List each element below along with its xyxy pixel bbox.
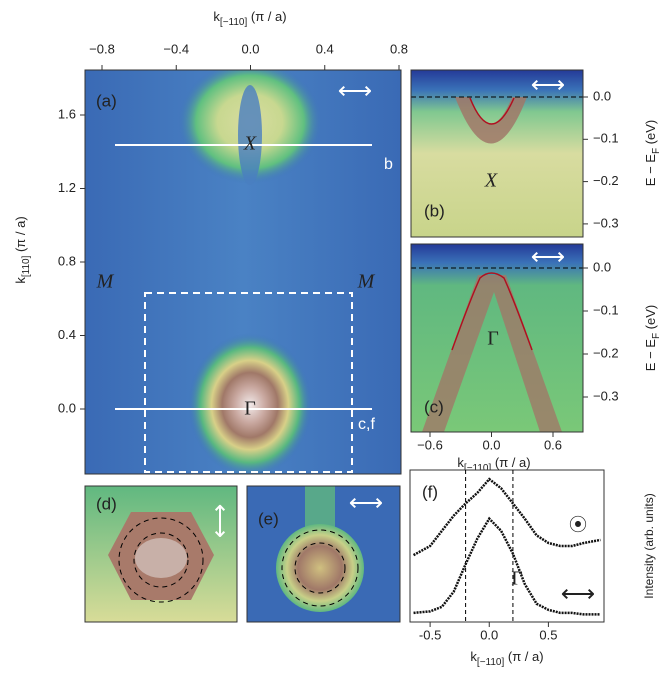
x-tick-label: 0.5 [539, 627, 557, 642]
dashed-circle [281, 529, 359, 607]
ring-feature [276, 524, 364, 612]
polarization-arrow: ⟷ [338, 77, 372, 104]
y-axis-label: Intensity (arb. units) [642, 493, 656, 598]
axis-label: k[−110] (π / a) [457, 455, 530, 473]
panel-tag: (c) [424, 397, 444, 416]
dashed-circle [294, 542, 346, 594]
x-tick-label: -0.5 [419, 627, 441, 642]
polarization-arrow: ⟷ [349, 489, 383, 516]
band-feature [422, 275, 562, 432]
polarization-arrow: ⟷ [531, 243, 565, 270]
series-line [412, 477, 601, 557]
polarization-arrow: ⟷ [561, 580, 595, 607]
panel-tag: (a) [96, 91, 117, 110]
tick-label: 0.0 [241, 41, 259, 56]
center-feature [135, 538, 187, 578]
x-tick-label: 0.0 [480, 627, 498, 642]
cut-label: c,f [358, 416, 375, 433]
band-fit [451, 272, 533, 351]
dashed-circle [118, 517, 204, 603]
axis-label-main: E − E [643, 339, 658, 371]
tick-label: 0.0 [593, 259, 611, 274]
dashed-circle [133, 532, 189, 588]
tick-label: 0.0 [593, 88, 611, 103]
axis-label-unit: (π / a) [504, 649, 543, 664]
tick-label: −0.2 [593, 345, 619, 360]
axis-label-sub: [110] [21, 255, 32, 277]
tick-label: −0.4 [163, 41, 189, 56]
axis-label-unit: (eV) [643, 305, 658, 333]
axis-label-unit: (eV) [643, 120, 658, 148]
point-label: M [96, 271, 115, 293]
axis-label-sub: [−110] [220, 17, 248, 28]
tick-label: −0.1 [593, 302, 619, 317]
axis-label-main: k [470, 649, 477, 664]
axis-label: k[110] (π / a) [13, 216, 31, 283]
point-label: M [357, 271, 376, 293]
panel-a-frame [84, 69, 402, 475]
axis-label-main: k [457, 455, 464, 470]
point-label: Γ [511, 568, 523, 590]
panel-b-image [411, 70, 583, 237]
tick-label: 0.6 [544, 437, 562, 452]
axis-label: k[−110] (π / a) [213, 9, 286, 27]
tick-label: −0.3 [593, 388, 619, 403]
panel-tag: (f) [422, 482, 438, 501]
point-label: X [484, 170, 498, 192]
point-label: Γ [487, 328, 499, 350]
tick-label: 0.0 [58, 400, 76, 415]
panel-e-frame [246, 485, 401, 623]
tick-label: 0.8 [58, 253, 76, 268]
panel-a-image [85, 70, 401, 474]
tick-label: −0.2 [593, 173, 619, 188]
tick-label: 1.6 [58, 106, 76, 121]
panel-d-frame [84, 485, 238, 623]
panel-tag: (d) [96, 494, 117, 513]
tick-label: −0.6 [417, 437, 443, 452]
tick-label: 0.4 [316, 41, 334, 56]
tick-label: 0.4 [58, 327, 76, 342]
tick-label: −0.8 [89, 41, 115, 56]
polarization-arrow: ⟷ [531, 71, 565, 98]
axis-label-unit: (π / a) [247, 9, 286, 24]
axis-label-unit: (π / a) [13, 216, 28, 255]
axis-label-unit: (π / a) [491, 455, 530, 470]
band-fit [469, 97, 515, 125]
panel-c-frame [410, 243, 584, 433]
axis-label-sub: [−110] [464, 463, 492, 474]
polarization-arrow: ⟷ [207, 504, 234, 538]
point-label: Γ [244, 398, 256, 420]
tick-label: −0.3 [593, 215, 619, 230]
axis-label-sub: F [651, 333, 662, 339]
axis-label-sub: [−110] [477, 657, 505, 668]
x-axis-label: k[−110] (π / a) [470, 649, 543, 667]
tick-label: 0.0 [482, 437, 500, 452]
series-line [413, 516, 601, 616]
axis-label-main: k [13, 277, 28, 284]
point-label: X [243, 133, 257, 155]
axis-label-main: E − E [643, 154, 658, 186]
axis-label: E − EF (eV) [643, 305, 661, 371]
tick-label: −0.1 [593, 131, 619, 146]
axis-label-sub: F [651, 148, 662, 154]
tick-label: 1.2 [58, 180, 76, 195]
panel-tag: (b) [424, 201, 445, 220]
polarization-symbol: ⦿ [569, 515, 587, 535]
tick-label: 0.8 [390, 41, 408, 56]
axis-label-main: k [213, 9, 220, 24]
panel-b-frame [410, 69, 584, 238]
cut-label: b [384, 156, 393, 173]
panel-tag: (e) [258, 509, 279, 528]
axis-label: E − EF (eV) [643, 120, 661, 186]
